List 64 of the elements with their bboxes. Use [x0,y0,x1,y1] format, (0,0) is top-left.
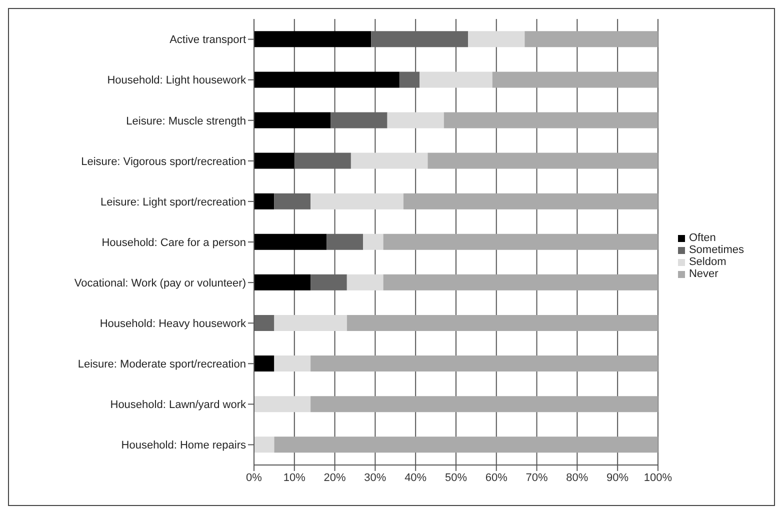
y-tick-label: Household: Light housework [107,74,246,87]
legend-label: Seldom [688,256,726,268]
y-tick-label: Leisure: Vigorous sport/recreation [81,156,246,168]
bar [492,72,658,88]
bar [294,152,351,169]
y-tick-label: Household: Heavy housework [100,318,246,330]
bar [254,396,311,412]
x-tick-label: 60% [485,472,508,484]
bar [310,193,404,210]
bar [383,234,658,250]
bar [254,152,294,169]
bar [254,193,274,210]
bar [346,314,658,331]
bar [524,31,658,48]
bar [326,234,364,250]
y-tick-label: Vocational: Work (pay or volunteer) [74,277,246,290]
bar [274,193,311,210]
bar [254,31,372,48]
bar [420,72,492,88]
bar [274,436,658,453]
bar [468,31,525,48]
bar [428,152,658,169]
x-tick-label: 10% [283,472,306,484]
bar [399,72,420,88]
bar [310,274,347,290]
bar [254,356,274,372]
y-tick-label: Household: Care for a person [102,236,246,249]
bar [310,396,658,412]
x-tick-label: 90% [606,472,629,484]
x-tick-label: 50% [444,472,468,484]
x-tick-label: 100% [644,472,672,484]
bar [403,193,658,210]
x-tick-label: 0% [246,472,262,484]
y-tick-label: Leisure: Light sport/recreation [100,196,246,208]
y-tick-label: Household: Lawn/yard work [110,399,246,412]
legend-label: Never [688,268,718,280]
legend-label: Often [688,232,716,244]
bar [444,112,658,128]
bar [274,356,311,372]
bar [350,152,428,169]
x-tick-label: 30% [364,472,386,484]
bar [346,274,384,290]
y-tick-label: Leisure: Muscle strength [126,115,246,128]
bar [387,112,444,128]
bar [383,274,658,290]
x-tick-label: 20% [324,472,346,484]
bar [254,314,274,331]
y-tick-label: Leisure: Moderate sport/recreation [78,358,246,371]
bar [254,72,400,88]
legend-label: Sometimes [688,244,744,256]
x-tick-label: 40% [404,472,427,484]
bar [310,356,658,372]
bar [371,31,468,48]
bar [254,274,311,290]
x-tick-label: 80% [566,472,588,484]
bar [274,314,347,331]
x-tick-label: 70% [526,472,548,484]
bar [363,234,384,250]
y-tick-label: Household: Home repairs [121,440,246,452]
bar [330,112,388,128]
bar [254,436,274,453]
y-tick-label: Active transport [170,34,246,46]
bar [254,112,331,128]
bar [254,234,327,250]
